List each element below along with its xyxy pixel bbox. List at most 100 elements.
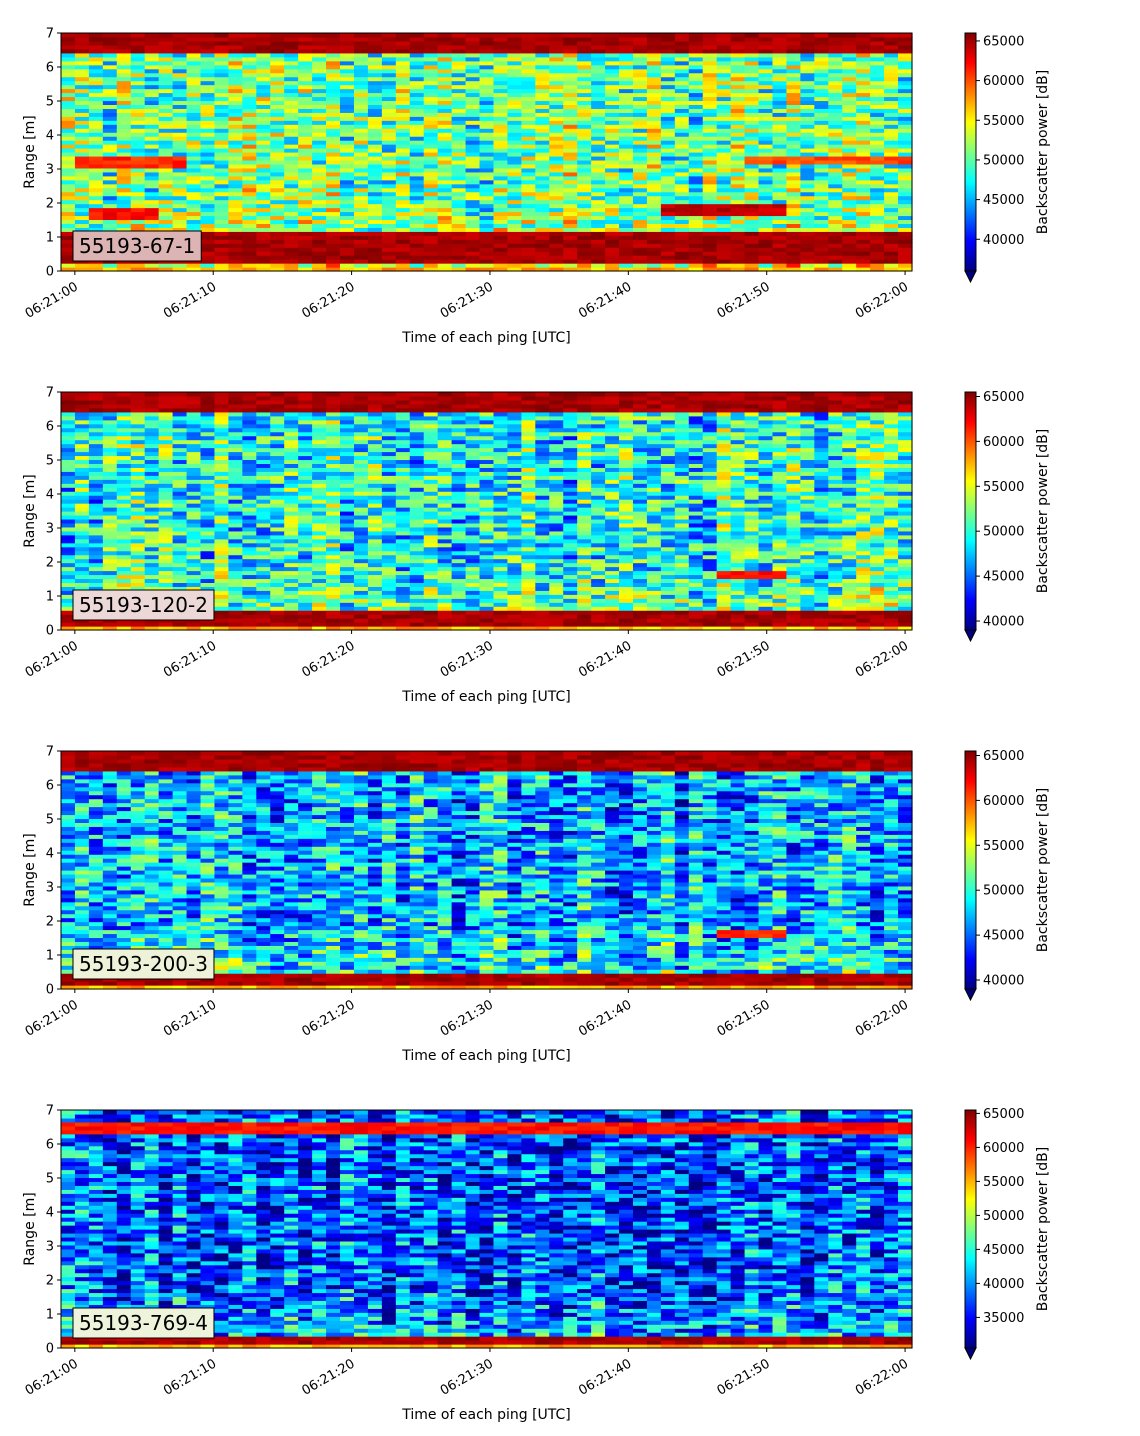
x-tick-label: 06:21:10 xyxy=(161,638,219,680)
x-tick-label: 06:21:10 xyxy=(161,997,219,1039)
colorbar-tick-label: 65000 xyxy=(983,34,1024,49)
colorbar-tick-label: 50000 xyxy=(983,153,1024,168)
colorbar: 40000 45000 50000 55000 60000 65000 Backscatte… xyxy=(964,32,1051,284)
colorbar-tick-label: 50000 xyxy=(983,1209,1024,1224)
colorbar-tick-label: 60000 xyxy=(983,435,1024,450)
y-tick-label: 1 xyxy=(46,1308,54,1323)
y-tick-label: 1 xyxy=(46,949,54,964)
y-tick-label: 4 xyxy=(46,488,54,503)
colorbar-extend-arrow xyxy=(964,629,977,643)
colorbar-tick-label: 40000 xyxy=(983,1277,1024,1292)
x-tick-label: 06:21:20 xyxy=(300,279,358,321)
colorbar-bar xyxy=(964,1109,977,1349)
y-tick-label: 4 xyxy=(46,847,54,862)
y-axis-label: Range [m] xyxy=(22,833,38,906)
y-tick-label: 7 xyxy=(46,745,54,760)
plot-frame xyxy=(60,391,913,631)
colorbar-tick-label: 45000 xyxy=(983,570,1024,585)
y-tick-label: 5 xyxy=(46,454,54,469)
colorbar-tick-label: 60000 xyxy=(983,74,1024,89)
y-tick-label: 1 xyxy=(46,231,54,246)
colorbar-bar xyxy=(964,32,977,272)
panel-tag-box xyxy=(72,589,215,621)
heatmap-cells xyxy=(61,751,913,990)
y-tick-label: 0 xyxy=(46,265,54,280)
chart-panel-1: 0 1 2 3 4 5 6 7 06:21:00 06:21:10 06:21:20 06:21:30… xyxy=(22,27,1051,347)
x-tick-label: 06:22:00 xyxy=(853,279,911,321)
x-tick-label: 06:21:50 xyxy=(715,279,773,321)
x-tick-label: 06:21:20 xyxy=(300,997,358,1039)
x-tick-label: 06:21:30 xyxy=(438,1356,496,1398)
y-tick-label: 2 xyxy=(46,556,54,571)
colorbar-tick-label: 40000 xyxy=(983,615,1024,630)
panel-tag-box xyxy=(72,948,215,980)
x-tick-label: 06:21:40 xyxy=(576,997,634,1039)
y-tick-label: 4 xyxy=(46,129,54,144)
colorbar-label: Backscatter power [dB] xyxy=(1035,70,1051,235)
y-tick-label: 6 xyxy=(46,61,54,76)
x-tick-label: 06:21:50 xyxy=(715,997,773,1039)
y-tick-label: 5 xyxy=(46,95,54,110)
colorbar-extend-arrow xyxy=(964,1347,977,1361)
colorbar-tick-label: 55000 xyxy=(983,480,1024,495)
colorbar-tick-label: 50000 xyxy=(983,884,1024,899)
x-tick-label: 06:21:50 xyxy=(715,638,773,680)
x-tick-label: 06:21:10 xyxy=(161,1356,219,1398)
x-axis-label: Time of each ping [UTC] xyxy=(401,1048,571,1064)
panel-tag-label: 55193-120-2 xyxy=(79,593,208,617)
y-tick-label: 5 xyxy=(46,813,54,828)
colorbar-tick-label: 60000 xyxy=(983,794,1024,809)
chart-panel-3: 0 1 2 3 4 5 6 7 06:21:00 06:21:10 06:21:20 06:21:30… xyxy=(22,745,1051,1065)
y-tick-label: 3 xyxy=(46,1240,54,1255)
colorbar-label: Backscatter power [dB] xyxy=(1035,429,1051,594)
plot-frame xyxy=(60,1109,913,1349)
y-tick-label: 5 xyxy=(46,1172,54,1187)
x-tick-label: 06:21:00 xyxy=(23,1356,81,1398)
x-tick-label: 06:21:30 xyxy=(438,279,496,321)
y-tick-label: 0 xyxy=(46,983,54,998)
colorbar-extend-arrow xyxy=(964,988,977,1002)
colorbar-label: Backscatter power [dB] xyxy=(1035,1147,1051,1312)
colorbar-label: Backscatter power [dB] xyxy=(1035,788,1051,953)
chart-panel-2: 0 1 2 3 4 5 6 7 06:21:00 06:21:10 06:21:20 06:21:30… xyxy=(22,386,1051,706)
colorbar-tick-label: 65000 xyxy=(983,390,1024,405)
y-tick-label: 2 xyxy=(46,197,54,212)
y-tick-label: 0 xyxy=(46,1342,54,1357)
x-tick-label: 06:21:40 xyxy=(576,638,634,680)
panel-tag: 55193-769-4 xyxy=(72,1307,215,1339)
colorbar-bar xyxy=(964,391,977,631)
x-tick-label: 06:21:20 xyxy=(300,638,358,680)
x-tick-label: 06:21:00 xyxy=(23,997,81,1039)
y-tick-label: 7 xyxy=(46,386,54,401)
x-tick-label: 06:22:00 xyxy=(853,1356,911,1398)
colorbar-tick-label: 65000 xyxy=(983,1107,1024,1122)
colorbar-tick-label: 40000 xyxy=(983,974,1024,989)
plot-frame xyxy=(60,32,913,272)
y-axis-label: Range [m] xyxy=(22,474,38,547)
panel-tag-box xyxy=(72,1307,215,1339)
chart-panel-4: 0 1 2 3 4 5 6 7 06:21:00 06:21:10 06:21:20 06:21:30… xyxy=(22,1104,1051,1424)
plot-frame xyxy=(60,750,913,990)
y-tick-label: 1 xyxy=(46,590,54,605)
heatmap-cells xyxy=(61,33,913,272)
x-tick-label: 06:21:30 xyxy=(438,997,496,1039)
colorbar: 35000 40000 45000 50000 55000 60000 65000 Backs… xyxy=(964,1107,1051,1361)
y-tick-label: 3 xyxy=(46,163,54,178)
x-tick-label: 06:21:10 xyxy=(161,279,219,321)
y-tick-label: 6 xyxy=(46,779,54,794)
colorbar-bar xyxy=(964,750,977,990)
colorbar-tick-label: 45000 xyxy=(983,193,1024,208)
colorbar: 40000 45000 50000 55000 60000 65000 Backscatte… xyxy=(964,390,1051,643)
colorbar-tick-label: 55000 xyxy=(983,114,1024,129)
colorbar-tick-label: 40000 xyxy=(983,233,1024,248)
y-tick-label: 6 xyxy=(46,420,54,435)
x-tick-label: 06:21:30 xyxy=(438,638,496,680)
y-axis-label: Range [m] xyxy=(22,1192,38,1265)
x-tick-label: 06:21:00 xyxy=(23,638,81,680)
y-tick-label: 3 xyxy=(46,881,54,896)
y-tick-label: 7 xyxy=(46,27,54,42)
heatmap-cells xyxy=(61,1110,913,1349)
colorbar-tick-label: 50000 xyxy=(983,525,1024,540)
panel-tag: 55193-67-1 xyxy=(72,230,202,262)
y-tick-label: 4 xyxy=(46,1206,54,1221)
